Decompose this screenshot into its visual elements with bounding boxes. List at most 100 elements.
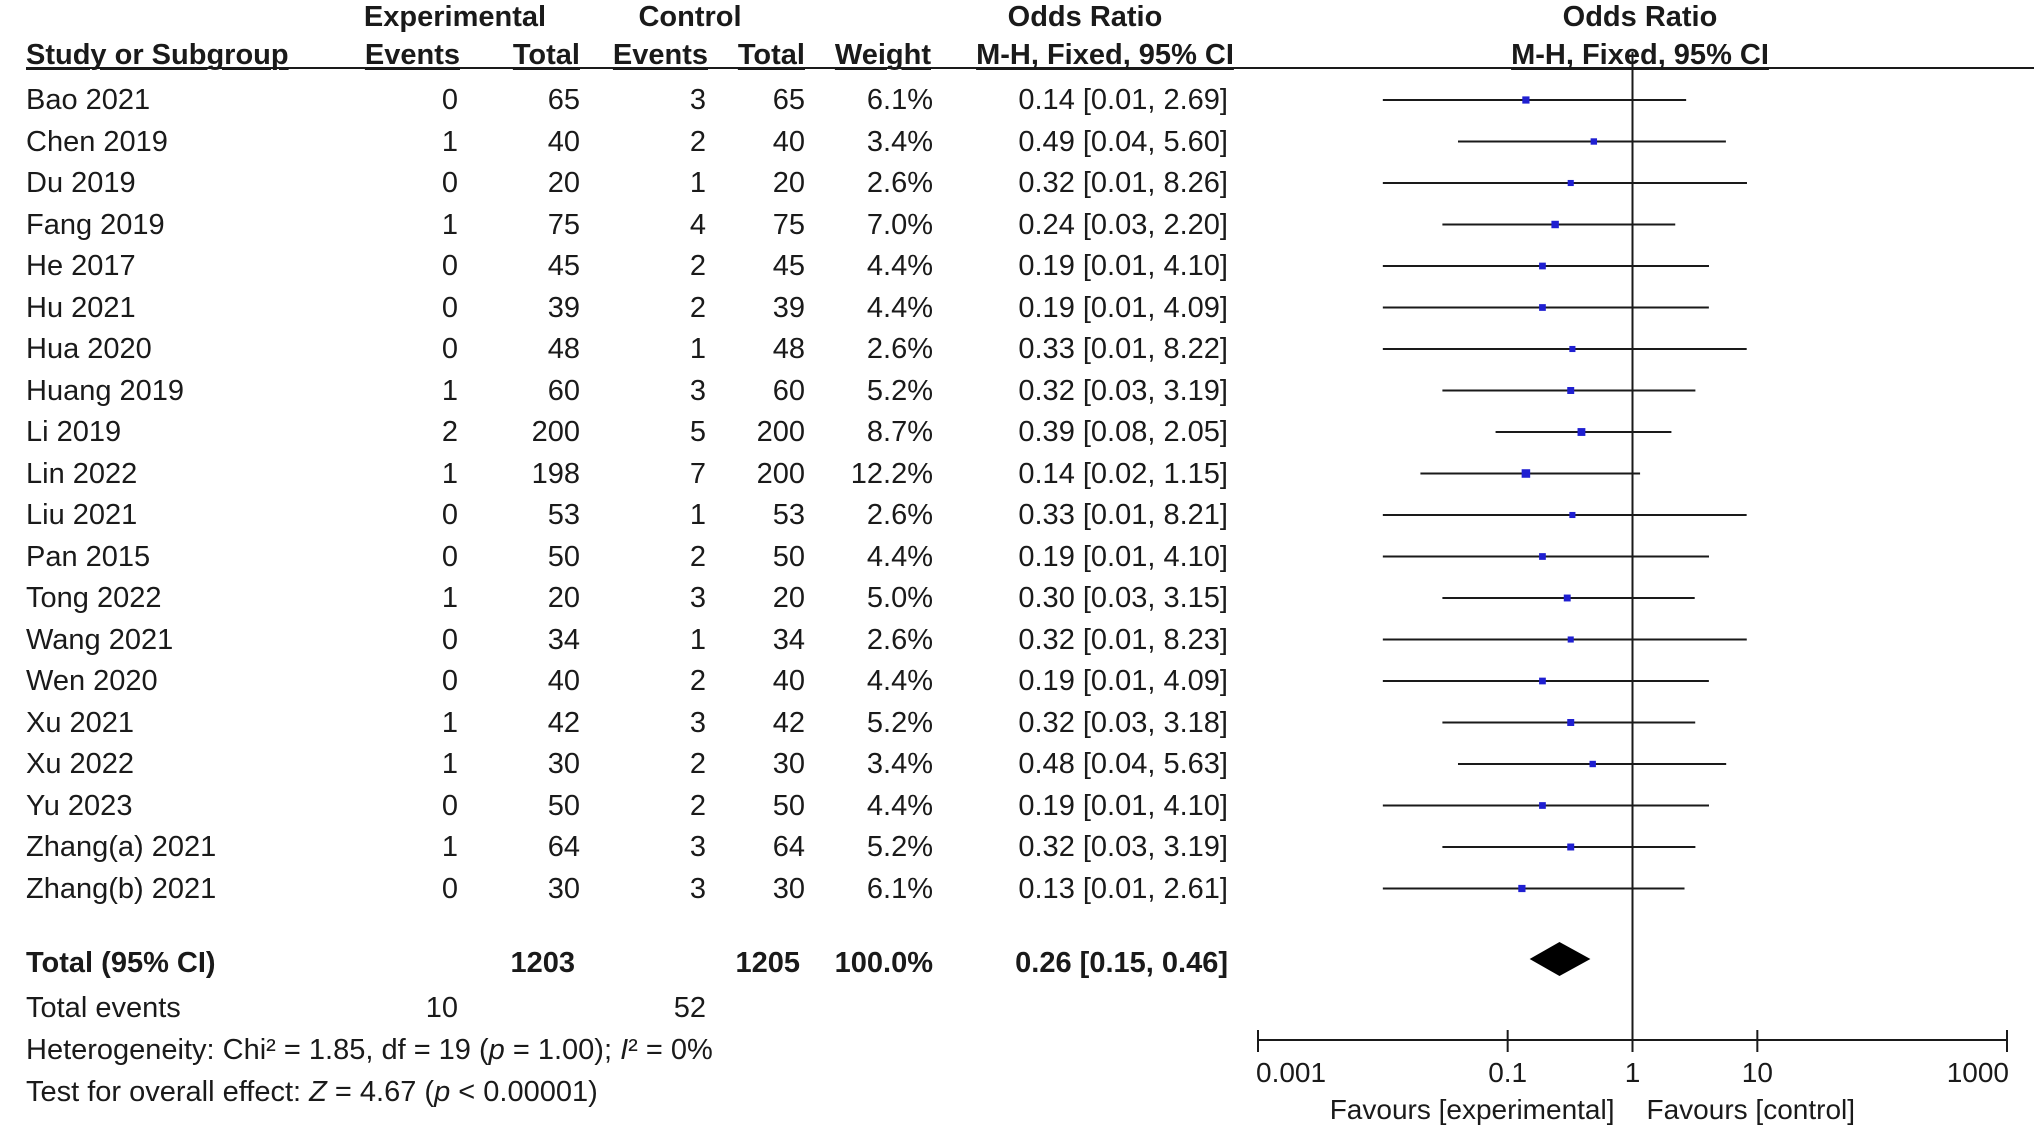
header-experimental: Experimental bbox=[363, 1, 547, 33]
ctl-total: 50 bbox=[772, 540, 805, 573]
exp-events: 1 bbox=[441, 831, 458, 863]
ctl-events: 1 bbox=[689, 167, 706, 199]
study-name: Lin 2022 bbox=[26, 457, 138, 490]
ctl-events: 2 bbox=[689, 125, 706, 158]
exp-events: 0 bbox=[441, 665, 458, 697]
or-ci-value: 0.13 [0.01, 2.61] bbox=[1018, 872, 1228, 905]
study-name: Liu 2021 bbox=[26, 499, 138, 531]
study-marker bbox=[1567, 387, 1575, 394]
exp-total: 42 bbox=[547, 706, 580, 739]
study-marker bbox=[1539, 677, 1546, 685]
study-marker bbox=[1539, 553, 1546, 560]
or-ci-value: 0.33 [0.01, 8.21] bbox=[1018, 499, 1228, 531]
favours-control-label: Favours [control] bbox=[1647, 1094, 1856, 1125]
ctl-total: 53 bbox=[772, 499, 805, 531]
weight-value: 12.2% bbox=[850, 457, 933, 490]
header-events-ctl: Events bbox=[612, 39, 708, 71]
exp-total: 20 bbox=[547, 167, 580, 199]
ctl-events: 2 bbox=[689, 250, 706, 282]
study-name: Chen 2019 bbox=[26, 125, 168, 158]
exp-total: 53 bbox=[547, 499, 580, 531]
ctl-total: 65 bbox=[772, 84, 805, 116]
ctl-events: 3 bbox=[689, 872, 706, 905]
ctl-total: 40 bbox=[772, 125, 805, 158]
study-name: Zhang(a) 2021 bbox=[26, 831, 217, 863]
weight-value: 6.1% bbox=[866, 84, 933, 116]
weight-value: 2.6% bbox=[866, 333, 933, 365]
study-marker bbox=[1589, 760, 1596, 768]
exp-events: 0 bbox=[441, 84, 458, 116]
ctl-total: 20 bbox=[772, 167, 805, 199]
exp-events: 1 bbox=[441, 374, 458, 407]
x-tick-label: 10 bbox=[1742, 1057, 1773, 1088]
study-name: Huang 2019 bbox=[26, 374, 185, 407]
or-ci-value: 0.19 [0.01, 4.10] bbox=[1018, 540, 1228, 573]
ctl-events: 1 bbox=[689, 333, 706, 365]
exp-events: 0 bbox=[441, 789, 458, 822]
ctl-total: 45 bbox=[772, 250, 805, 282]
exp-events: 0 bbox=[441, 872, 458, 905]
study-name: Hu 2021 bbox=[26, 291, 136, 324]
weight-value: 5.2% bbox=[866, 374, 933, 407]
study-marker bbox=[1577, 428, 1586, 436]
ctl-total: 48 bbox=[772, 333, 805, 365]
ctl-events: 2 bbox=[689, 748, 706, 780]
weight-value: 4.4% bbox=[866, 540, 933, 573]
exp-total: 198 bbox=[531, 457, 580, 490]
x-tick-label: 0.001 bbox=[1256, 1057, 1326, 1088]
study-marker bbox=[1590, 138, 1598, 145]
exp-events: 2 bbox=[441, 416, 458, 448]
weight-value: 5.0% bbox=[866, 582, 933, 614]
weight-value: 5.2% bbox=[866, 706, 933, 739]
study-marker bbox=[1539, 304, 1546, 311]
study-marker bbox=[1567, 719, 1575, 726]
exp-total: 50 bbox=[547, 540, 580, 573]
or-ci-value: 0.49 [0.04, 5.60] bbox=[1018, 125, 1228, 158]
weight-value: 2.6% bbox=[866, 623, 933, 656]
or-ci-value: 0.32 [0.01, 8.26] bbox=[1018, 167, 1228, 199]
exp-total: 45 bbox=[547, 250, 580, 282]
exp-total: 39 bbox=[547, 291, 580, 324]
ctl-total: 50 bbox=[772, 789, 805, 822]
or-ci-value: 0.19 [0.01, 4.09] bbox=[1018, 291, 1228, 324]
or-ci-value: 0.19 [0.01, 4.10] bbox=[1018, 789, 1228, 822]
or-ci-value: 0.32 [0.03, 3.19] bbox=[1018, 374, 1228, 407]
ctl-total: 30 bbox=[772, 872, 805, 905]
ctl-total: 30 bbox=[772, 748, 805, 780]
exp-events: 0 bbox=[441, 167, 458, 199]
exp-total: 60 bbox=[547, 374, 580, 407]
weight-value: 4.4% bbox=[866, 789, 933, 822]
exp-events: 1 bbox=[441, 457, 458, 490]
ctl-events: 3 bbox=[689, 84, 706, 116]
weight-value: 6.1% bbox=[866, 872, 933, 905]
or-ci-value: 0.32 [0.03, 3.19] bbox=[1018, 831, 1228, 863]
exp-events: 1 bbox=[441, 125, 458, 158]
exp-events: 0 bbox=[441, 540, 458, 573]
ctl-events: 3 bbox=[689, 706, 706, 739]
ctl-events: 1 bbox=[689, 499, 706, 531]
study-marker bbox=[1563, 594, 1571, 602]
or-ci-value: 0.39 [0.08, 2.05] bbox=[1018, 416, 1228, 448]
or-ci-value: 0.14 [0.02, 1.15] bbox=[1018, 457, 1228, 490]
ctl-total: 42 bbox=[772, 706, 805, 739]
or-ci-value: 0.19 [0.01, 4.10] bbox=[1018, 250, 1228, 282]
weight-value: 2.6% bbox=[866, 167, 933, 199]
weight-value: 8.7% bbox=[866, 416, 933, 448]
header-total-ctl: Total bbox=[737, 39, 805, 71]
or-ci-value: 0.24 [0.03, 2.20] bbox=[1018, 208, 1228, 241]
or-ci-value: 0.30 [0.03, 3.15] bbox=[1018, 582, 1228, 614]
exp-total: 40 bbox=[547, 125, 580, 158]
ctl-total: 200 bbox=[756, 416, 805, 448]
exp-events: 1 bbox=[441, 208, 458, 241]
exp-total: 65 bbox=[547, 84, 580, 116]
study-marker bbox=[1518, 884, 1526, 893]
total-weight: 100.0% bbox=[834, 947, 933, 979]
exp-total: 34 bbox=[547, 623, 580, 656]
total-exp: 1203 bbox=[510, 947, 575, 979]
weight-value: 3.4% bbox=[866, 748, 933, 780]
exp-total: 48 bbox=[547, 333, 580, 365]
ctl-total: 40 bbox=[772, 665, 805, 697]
ctl-events: 1 bbox=[689, 623, 706, 656]
study-name: Wen 2020 bbox=[26, 665, 158, 697]
